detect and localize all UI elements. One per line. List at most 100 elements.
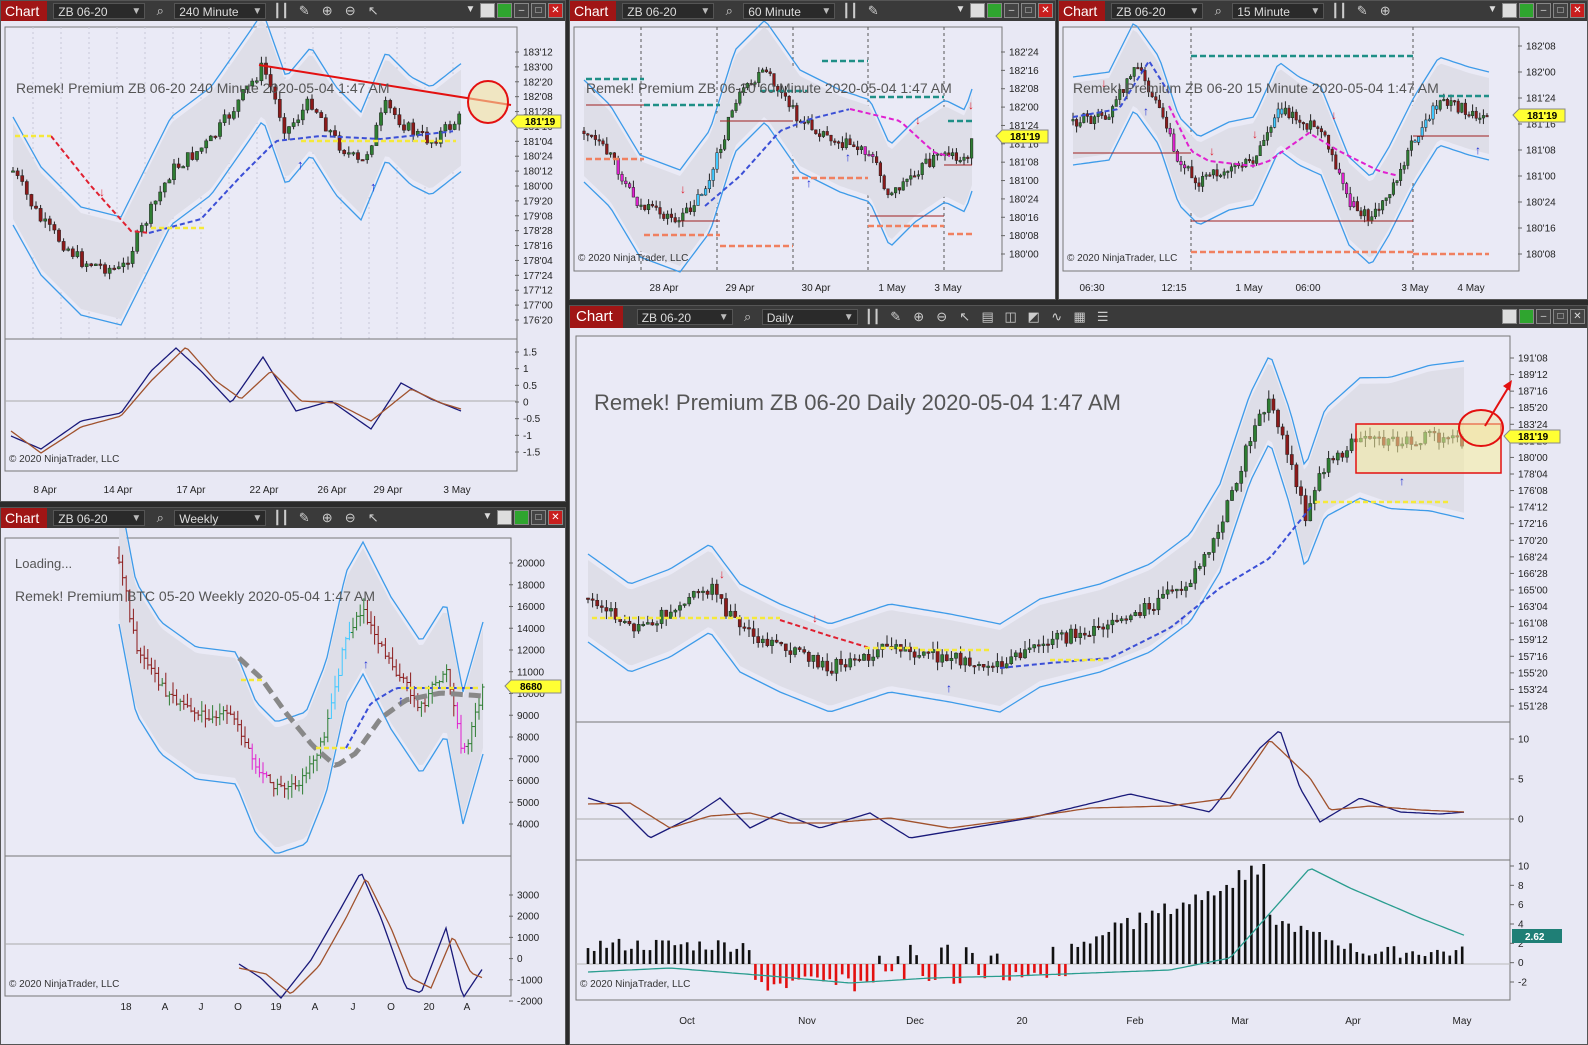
chart-title-tab[interactable]: Chart (570, 306, 623, 328)
search-icon[interactable]: ⌕ (725, 3, 733, 18)
svg-text:19: 19 (270, 1002, 282, 1013)
link-group-button[interactable] (987, 3, 1002, 18)
minimize-icon[interactable]: – (514, 3, 529, 18)
templates-icon[interactable]: ◫ (1004, 309, 1017, 324)
close-icon[interactable]: ✕ (1570, 3, 1585, 18)
dropdown-icon[interactable]: ▼ (482, 511, 493, 522)
dropdown-icon[interactable]: ▼ (1487, 4, 1498, 15)
bar-type-icon[interactable]: ┃┃ (864, 309, 881, 324)
chart-title-tab[interactable]: Chart (570, 1, 617, 21)
price-axis[interactable]: 182'08 182'00 181'24 181'16 181'08 181'00 180'… (1518, 42, 1556, 261)
svg-text:182'00: 182'00 (1526, 68, 1556, 79)
close-icon[interactable]: ✕ (1038, 3, 1053, 18)
data-box-icon[interactable]: ☰ (1096, 309, 1109, 324)
price-axis[interactable]: 183'12183'00182'20182'08181'28181'16181'… (515, 48, 553, 327)
instrument-selector[interactable]: ZB 06-20 ▼ (636, 309, 733, 325)
zoom-out-icon[interactable]: ⊖ (344, 3, 356, 18)
pencil-icon[interactable]: ✎ (890, 309, 902, 324)
link-color-button[interactable] (1502, 3, 1517, 18)
instrument-selector[interactable]: ZB 06-20 ▼ (53, 3, 146, 19)
zoom-in-icon[interactable]: ⊕ (321, 3, 333, 18)
svg-text:9000: 9000 (517, 711, 540, 722)
chart-title-tab[interactable]: Chart (1059, 1, 1106, 21)
maximize-icon[interactable]: □ (1553, 309, 1568, 324)
indicators-icon[interactable]: ∿ (1051, 309, 1063, 324)
svg-text:0: 0 (1518, 815, 1524, 826)
chart-title-tab[interactable]: Chart (1, 508, 48, 528)
properties-icon[interactable]: ▤ (981, 309, 994, 324)
bar-type-icon[interactable]: ┃┃ (842, 3, 859, 18)
zoom-in-icon[interactable]: ⊕ (321, 510, 333, 525)
pencil-icon[interactable]: ✎ (867, 3, 879, 18)
chart-plot-area[interactable]: ↓ ↓ ↓ ↓ ↑ ↑ Remek! Premium ZB 06-20 15 M… (1059, 21, 1587, 299)
window-controls: ▼ – □ ✕ (1485, 3, 1585, 18)
pointer-icon[interactable]: ↖ (959, 309, 971, 324)
price-axis[interactable]: 182'24182'16182'08182'00181'24181'16181'… (1001, 48, 1039, 261)
link-color-button[interactable] (480, 3, 495, 18)
bar-type-icon[interactable]: ┃┃ (273, 510, 290, 525)
link-color-button[interactable] (497, 510, 512, 525)
minimize-icon[interactable]: – (1536, 309, 1551, 324)
link-group-button[interactable] (1519, 3, 1534, 18)
dropdown-icon[interactable]: ▼ (465, 4, 476, 15)
chart-plot-area[interactable]: ↓ ↓ ↑ ↑ ↑ Remek! Premium ZB 06-20 Daily … (570, 328, 1587, 1044)
zoom-out-icon[interactable]: ⊖ (936, 309, 948, 324)
minimize-icon[interactable]: – (1004, 3, 1019, 18)
instrument-selector[interactable]: ZB 06-20 ▼ (53, 510, 146, 526)
chart-plot-area[interactable]: ↑ ↑ Loading... Remek! Premium BTC 05-20 … (1, 508, 565, 1044)
period-selector[interactable]: Daily ▼ (761, 309, 858, 325)
highlight-circle[interactable] (1458, 409, 1504, 447)
maximize-icon[interactable]: □ (1021, 3, 1036, 18)
strategies-icon[interactable]: ◩ (1027, 309, 1040, 324)
bar-type-icon[interactable]: ┃┃ (273, 3, 290, 18)
link-color-button[interactable] (1502, 309, 1517, 324)
bar-type-icon[interactable]: ┃┃ (1331, 3, 1348, 18)
svg-text:174'12: 174'12 (1518, 503, 1548, 514)
maximize-icon[interactable]: □ (531, 3, 546, 18)
zoom-out-icon[interactable]: ⊖ (344, 510, 356, 525)
price-axis[interactable]: 20000 18000 16000 14000 12000 11000 10000 9000 8… (509, 559, 545, 831)
link-color-button[interactable] (970, 3, 985, 18)
svg-text:178'16: 178'16 (523, 241, 553, 252)
close-icon[interactable]: ✕ (548, 3, 563, 18)
price-axis[interactable]: 191'08189'12187'16185'20183'24181'28180'… (1510, 354, 1548, 713)
dropdown-icon[interactable]: ▼ (955, 4, 966, 15)
period-selector[interactable]: 60 Minute ▼ (743, 3, 836, 19)
search-icon[interactable]: ⌕ (744, 309, 752, 324)
link-group-button[interactable] (1519, 309, 1534, 324)
pointer-icon[interactable]: ↖ (367, 3, 379, 18)
time-axis[interactable]: 18 A J O 19 A J O 20 A (120, 1002, 470, 1013)
pencil-icon[interactable]: ✎ (1356, 3, 1368, 18)
close-icon[interactable]: ✕ (1570, 309, 1585, 324)
instrument-selector[interactable]: ZB 06-20 ▼ (1111, 3, 1204, 19)
projection-arrow[interactable] (1484, 387, 1509, 427)
period-selector[interactable]: 15 Minute ▼ (1232, 3, 1325, 19)
time-axis[interactable]: 28 Apr 29 Apr 30 Apr 1 May 3 May (650, 283, 962, 294)
time-axis[interactable]: 06:30 12:15 1 May 06:00 3 May 4 May (1079, 283, 1484, 294)
period-selector[interactable]: Weekly ▼ (174, 510, 267, 526)
highlight-circle[interactable] (467, 80, 509, 124)
chart-trader-icon[interactable]: ▦ (1073, 309, 1086, 324)
chart-plot-area[interactable]: ↓ ↑ ↑ Remek! Premium ZB 06-20 240 Minute… (1, 13, 565, 501)
close-icon[interactable]: ✕ (548, 510, 563, 525)
link-group-button[interactable] (514, 510, 529, 525)
maximize-icon[interactable]: □ (1553, 3, 1568, 18)
time-axis[interactable]: Oct Nov Dec 20 Feb Mar Apr May (679, 1016, 1471, 1027)
maximize-icon[interactable]: □ (531, 510, 546, 525)
chart-plot-area[interactable]: ↓ ↓ ↓ ↑ ↑ Remek! Premium ZB 06-20 60 Min… (570, 20, 1055, 299)
search-icon[interactable]: ⌕ (156, 510, 164, 525)
minimize-icon[interactable]: – (1536, 3, 1551, 18)
period-selector[interactable]: 240 Minute ▼ (174, 3, 267, 19)
instrument-selector[interactable]: ZB 06-20 ▼ (622, 3, 715, 19)
pointer-icon[interactable]: ↖ (367, 510, 379, 525)
chart-title-tab[interactable]: Chart (1, 1, 48, 21)
time-axis[interactable]: 8 Apr 14 Apr 17 Apr 22 Apr 26 Apr 29 Apr 3 May (33, 485, 470, 496)
pencil-icon[interactable]: ✎ (298, 3, 310, 18)
zoom-in-icon[interactable]: ⊕ (913, 309, 925, 324)
zoom-in-icon[interactable]: ⊕ (1379, 3, 1391, 18)
pencil-icon[interactable]: ✎ (298, 510, 310, 525)
chart-canvas: ↑ ↑ Loading... Remek! Premium BTC 05-20 … (4, 508, 562, 1013)
link-group-button[interactable] (497, 3, 512, 18)
search-icon[interactable]: ⌕ (1214, 3, 1222, 18)
search-icon[interactable]: ⌕ (156, 3, 164, 18)
